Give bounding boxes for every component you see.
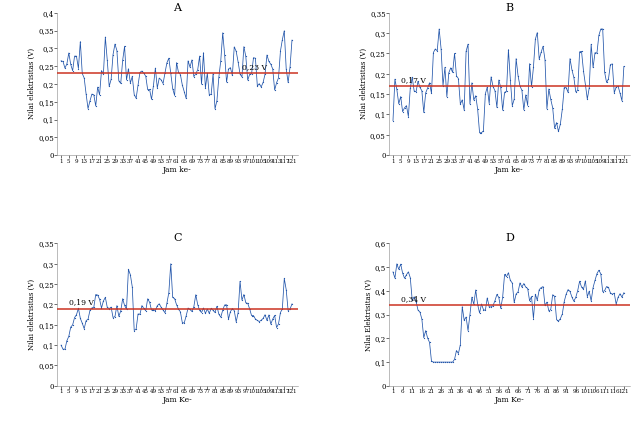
Y-axis label: Nilai elektrisitas (V): Nilai elektrisitas (V) bbox=[28, 279, 36, 350]
Text: 0,34 V: 0,34 V bbox=[401, 295, 425, 303]
Title: A: A bbox=[174, 3, 181, 13]
Title: B: B bbox=[506, 3, 513, 13]
Y-axis label: Nilai elektrisitas (V): Nilai elektrisitas (V) bbox=[360, 48, 368, 120]
Text: 0,17 V: 0,17 V bbox=[401, 76, 425, 84]
Y-axis label: Nilai elektrisitas (V): Nilai elektrisitas (V) bbox=[28, 48, 36, 120]
Text: 0,19 V: 0,19 V bbox=[69, 298, 93, 307]
Y-axis label: Nilai Elektrisitas (V): Nilai Elektrisitas (V) bbox=[364, 279, 372, 351]
X-axis label: Jam Ke-: Jam Ke- bbox=[495, 396, 524, 404]
Text: 0,23 V: 0,23 V bbox=[242, 63, 267, 71]
X-axis label: Jam Ke-: Jam Ke- bbox=[163, 396, 192, 404]
X-axis label: Jam ke-: Jam ke- bbox=[495, 166, 524, 174]
Title: C: C bbox=[173, 234, 182, 243]
Title: D: D bbox=[505, 234, 514, 243]
X-axis label: Jam ke-: Jam ke- bbox=[163, 166, 192, 174]
